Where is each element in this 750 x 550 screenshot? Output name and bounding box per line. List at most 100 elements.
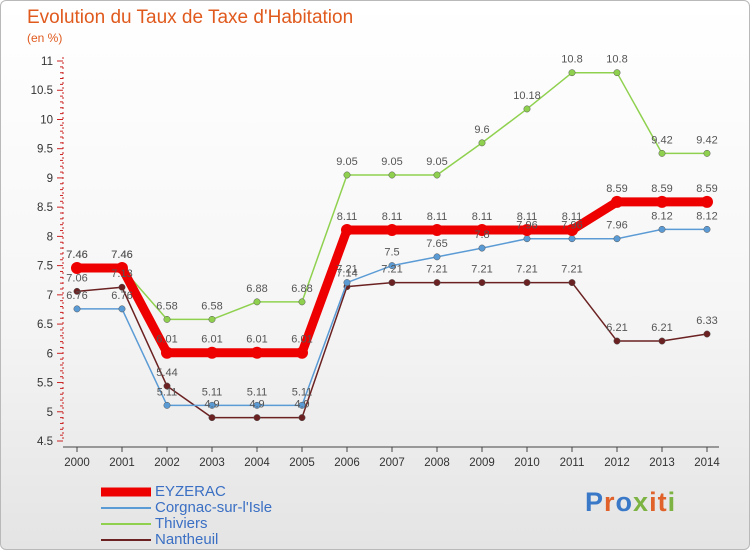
data-label: 7.13 (111, 268, 132, 280)
data-point (703, 149, 711, 157)
legend: EYZERAC Corgnac-sur-l'Isle Thiviers Nant… (101, 484, 272, 548)
data-label: 7.21 (426, 264, 447, 276)
data-point (388, 262, 396, 270)
data-label: 6.01 (156, 334, 177, 346)
legend-swatch (101, 539, 151, 541)
x-tick-label: 2005 (289, 457, 315, 469)
data-label: 4.9 (204, 399, 219, 411)
data-point (298, 298, 306, 306)
data-point (386, 223, 398, 236)
data-label: 6.01 (291, 334, 312, 346)
data-label: 9.42 (651, 134, 672, 146)
data-label: 8.59 (696, 183, 717, 195)
x-tick-label: 2002 (154, 457, 180, 469)
logo-letter: i (649, 487, 658, 517)
data-point (431, 223, 443, 236)
data-point (208, 414, 216, 422)
data-label: 5.44 (156, 367, 177, 379)
data-label: 6.88 (246, 283, 267, 295)
data-point (568, 69, 576, 77)
data-point (71, 261, 83, 274)
logo-letter: i (667, 487, 677, 517)
legend-label: Corgnac-sur-l'Isle (155, 499, 273, 516)
x-tick-label: 2004 (244, 457, 270, 469)
data-point (656, 195, 668, 208)
data-label: 7.46 (66, 249, 87, 261)
data-label: 6.58 (156, 300, 177, 312)
data-point (343, 279, 351, 287)
data-point (251, 346, 263, 359)
data-point (613, 69, 621, 77)
data-point (611, 195, 623, 208)
x-tick-label: 2009 (469, 457, 495, 469)
data-label: 7.21 (471, 264, 492, 276)
data-point (298, 401, 306, 409)
legend-label: Thiviers (155, 515, 208, 532)
data-point (523, 235, 531, 243)
data-label: 8.11 (382, 211, 403, 223)
data-label: 6.01 (246, 334, 267, 346)
data-point (253, 414, 261, 422)
y-tick-label: 5.5 (37, 378, 53, 390)
data-label: 5.11 (247, 386, 268, 398)
y-tick-label: 8.5 (37, 202, 53, 214)
data-label: 7.65 (426, 238, 447, 250)
y-tick-label: 10.5 (31, 85, 53, 97)
x-tick-label: 2008 (424, 457, 450, 469)
data-point (658, 225, 666, 233)
data-point (296, 346, 308, 359)
y-tick-label: 9 (47, 173, 53, 185)
data-label: 7.96 (516, 220, 537, 232)
data-label-layer: 7.06 7.135.444.9 4.9 4.97.14 7.21 7.21 7.21 7.2… (66, 54, 717, 411)
data-point (73, 305, 81, 313)
data-label: 8.11 (517, 211, 538, 223)
data-point (118, 305, 126, 313)
data-label: 7.96 (606, 220, 627, 232)
data-point (388, 171, 396, 179)
y-tick-label: 7 (47, 290, 53, 302)
data-label: 8.12 (696, 210, 717, 222)
data-point (433, 279, 441, 287)
data-point (658, 337, 666, 345)
data-label: 8.59 (651, 183, 672, 195)
data-point (613, 235, 621, 243)
data-label: 6.33 (696, 315, 717, 327)
x-tick-label: 2007 (379, 457, 405, 469)
data-point (521, 223, 533, 236)
data-label: 8.11 (562, 211, 583, 223)
legend-item-nantheuil: Nantheuil (101, 532, 272, 548)
data-point (208, 315, 216, 323)
data-point (523, 279, 531, 287)
data-point (476, 223, 488, 236)
logo-letter: P (585, 487, 605, 517)
x-tick-label: 2011 (560, 457, 585, 469)
legend-label: EYZERAC (155, 483, 226, 500)
chart-title: Evolution du Taux de Taxe d'Habitation (27, 7, 354, 28)
data-point (163, 401, 171, 409)
data-point (478, 279, 486, 287)
data-label: 7.96 (561, 220, 582, 232)
data-point (433, 171, 441, 179)
data-point (388, 279, 396, 287)
chart-subtitle: (en %) (27, 31, 63, 45)
data-point (566, 223, 578, 236)
y-tick-label: 10 (40, 114, 53, 126)
data-label: 7.21 (381, 264, 402, 276)
data-label: 6.58 (201, 300, 222, 312)
y-tick-label: 9.5 (37, 144, 53, 156)
data-label: 5.11 (157, 386, 178, 398)
data-label: 7.5 (384, 247, 399, 259)
data-point (253, 401, 261, 409)
data-point (341, 223, 353, 236)
data-label: 6.21 (651, 322, 672, 334)
data-label: 10.8 (606, 54, 627, 66)
data-point (701, 195, 713, 208)
data-point (343, 171, 351, 179)
data-label: 9.6 (474, 124, 489, 136)
x-tick-label: 2013 (649, 457, 675, 469)
data-point (118, 283, 126, 291)
data-point (433, 253, 441, 261)
x-tick-label: 2001 (109, 457, 135, 469)
data-label: 6.88 (291, 283, 312, 295)
